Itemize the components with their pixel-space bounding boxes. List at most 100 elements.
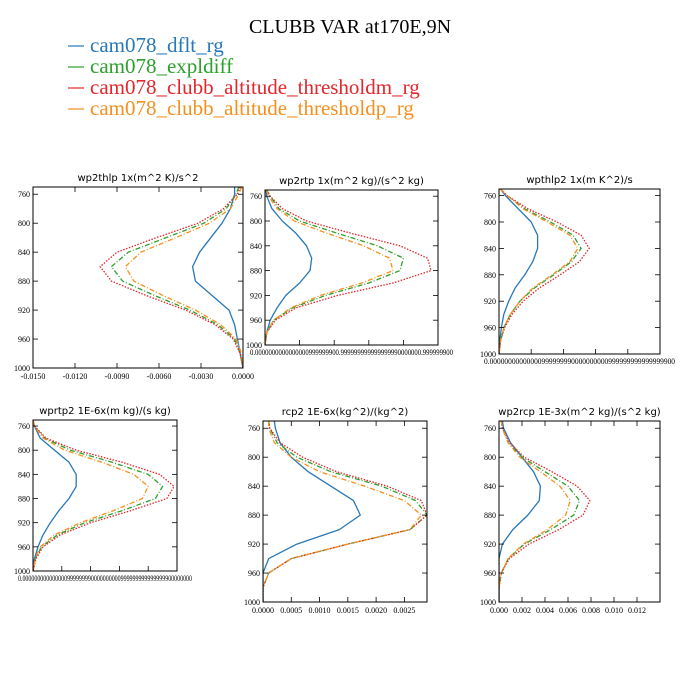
y-tick-label: 960 [248,569,260,578]
x-tick-label: 0.0000 [252,606,274,615]
y-tick-label: 800 [18,446,30,455]
series-line-cam078_clubb_altitude_thresholdm_rg [263,421,427,602]
y-tick-label: 800 [248,453,260,462]
plot-frame [32,419,178,572]
y-tick-label: 840 [18,470,30,479]
series-line-cam078_clubb_altitude_thresholdp_rg [499,189,579,354]
y-tick-label: 1000 [480,598,496,607]
y-tick-label: 1000 [246,341,262,350]
chart-panel-0: wp2thlp 1x(m^2 K)/s^2 760 800 840 880 920 960 1… [14,173,254,381]
y-tick-label: 960 [484,324,496,333]
series-line-cam078_clubb_altitude_thresholdp_rg [265,190,394,345]
panel-title-0: wp2thlp 1x(m^2 K)/s^2 [77,173,198,184]
chart-panel-1: wp2rtp 1x(m^2 kg)/(s^2 kg) 760 800 840 880 92… [246,176,453,357]
y-tick-label: 880 [484,511,496,520]
series-line-cam078_dflt_rg [265,190,313,345]
x-tick-label: 0.0025 [393,606,415,615]
y-tick-label: 960 [18,335,30,344]
panel-title-2: wpthlp2 1x(m K^2)/s [526,175,632,186]
series-line-cam078_clubb_altitude_thresholdm_rg [99,187,243,368]
y-tick-label: 960 [18,543,30,552]
plot-frame [498,188,661,355]
series-line-cam078_expldiff [110,187,243,368]
x-tick-label: 0.010 [605,606,623,615]
y-tick-label: 1000 [14,364,30,373]
y-tick-label: 1000 [244,598,260,607]
legend-label-3: cam078_clubb_altitude_thresholdp_rg [90,96,414,120]
y-tick-label: 920 [18,306,30,315]
series-line-cam078_expldiff [33,420,164,571]
y-tick-label: 880 [18,277,30,286]
series-line-cam078_expldiff [499,189,582,354]
x-tick-label: 0.004 [536,606,554,615]
series-line-cam078_clubb_altitude_thresholdm_rg [33,420,175,571]
y-tick-label: 920 [484,540,496,549]
panel-title-5: wp2rcp 1E-3x(m^2 kg)/(s^2 kg) [498,407,661,418]
y-tick-label: 760 [248,424,260,433]
x-tick-label: 0.012 [628,606,646,615]
plot-frame [498,420,661,603]
y-tick-label: 760 [250,192,262,201]
chart-panel-2: wpthlp2 1x(m K^2)/s 760 800 840 880 920 960 100… [480,175,675,366]
y-tick-label: 800 [484,218,496,227]
y-tick-label: 880 [484,271,496,280]
series-line-cam078_clubb_altitude_thresholdm_rg [265,190,432,345]
panel-title-4: rcp2 1E-6x(kg^2)/(kg^2) [282,407,409,418]
panels: wp2thlp 1x(m^2 K)/s^2 760 800 840 880 920 960 1… [14,173,675,615]
x-tick-label: 0.0020 [365,606,387,615]
y-tick-label: 840 [18,248,30,257]
y-tick-label: 880 [248,511,260,520]
x-tick-label: 0.006 [559,606,577,615]
series-line-cam078_clubb_altitude_thresholdp_rg [263,421,422,602]
y-tick-label: 760 [18,422,30,431]
y-tick-label: 760 [484,424,496,433]
series-line-cam078_clubb_altitude_thresholdp_rg [499,421,571,602]
x-tick-label: 0.0005 [280,606,302,615]
x-tick-labels-overlapping: 0.0000000000000000999999900.999999999999… [250,348,453,357]
y-tick-label: 800 [250,217,262,226]
chart-panel-3: wprtp2 1E-6x(m kg)/(s kg) 760 800 840 880 920… [14,406,192,583]
panel-title-3: wprtp2 1E-6x(m kg)/(s kg) [39,406,171,417]
y-tick-label: 880 [18,495,30,504]
series-line-cam078_dflt_rg [499,189,539,354]
y-tick-label: 920 [484,297,496,306]
series-line-cam078_dflt_rg [499,421,542,602]
plot-frame [264,189,439,346]
y-tick-label: 840 [248,482,260,491]
series-line-cam078_dflt_rg [191,187,243,368]
series-line-cam078_expldiff [265,190,405,345]
y-tick-label: 800 [484,453,496,462]
legend-label-1: cam078_expldiff [90,54,233,78]
plot-frame [262,420,428,603]
y-tick-label: 1000 [14,567,30,576]
series-line-cam078_clubb_altitude_thresholdp_rg [33,420,149,571]
x-tick-label: -0.0120 [63,372,88,381]
y-tick-label: 960 [250,316,262,325]
x-tick-label: 0.0000 [232,372,254,381]
x-tick-label: -0.0030 [189,372,214,381]
x-tick-label: -0.0090 [105,372,130,381]
y-tick-label: 800 [18,219,30,228]
legend-label-0: cam078_dflt_rg [90,33,224,57]
y-tick-label: 920 [18,519,30,528]
y-tick-label: 880 [250,267,262,276]
x-tick-label: -0.0060 [147,372,172,381]
x-tick-label: 0.002 [513,606,531,615]
series-line-cam078_clubb_altitude_thresholdm_rg [499,189,590,354]
panel-title-1: wp2rtp 1x(m^2 kg)/(s^2 kg) [279,176,424,187]
series-line-cam078_clubb_altitude_thresholdm_rg [499,421,591,602]
figure-title: CLUBB VAR at170E,9N [249,16,451,38]
x-tick-label: 0.000 [490,606,508,615]
x-tick-label: 0.0015 [337,606,359,615]
legend-label-2: cam078_clubb_altitude_thresholdm_rg [90,75,420,99]
x-tick-label: 0.0010 [309,606,331,615]
series-line-cam078_dflt_rg [263,421,361,602]
y-tick-label: 840 [484,244,496,253]
y-tick-label: 760 [484,192,496,201]
x-tick-labels-overlapping: 0.00000000000000099999999000000000099999… [18,574,192,583]
y-tick-label: 840 [484,482,496,491]
y-tick-label: 1000 [480,350,496,359]
legend: cam078_dflt_rgcam078_expldiffcam078_club… [68,33,420,120]
chart-panel-4: rcp2 1E-6x(kg^2)/(kg^2) 760 800 840 880 920 96… [244,407,428,615]
series-line-cam078_clubb_altitude_thresholdp_rg [124,187,243,368]
